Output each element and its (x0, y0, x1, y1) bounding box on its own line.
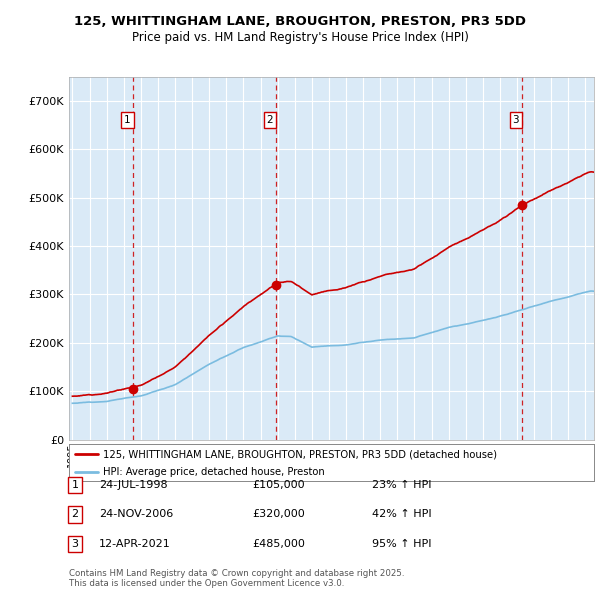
Text: 23% ↑ HPI: 23% ↑ HPI (372, 480, 431, 490)
Text: 12-APR-2021: 12-APR-2021 (99, 539, 171, 549)
Text: 24-JUL-1998: 24-JUL-1998 (99, 480, 167, 490)
Text: 42% ↑ HPI: 42% ↑ HPI (372, 510, 431, 519)
Text: HPI: Average price, detached house, Preston: HPI: Average price, detached house, Pres… (103, 467, 325, 477)
Text: Price paid vs. HM Land Registry's House Price Index (HPI): Price paid vs. HM Land Registry's House … (131, 31, 469, 44)
Text: 2: 2 (266, 115, 273, 125)
Text: 1: 1 (124, 115, 131, 125)
Text: 125, WHITTINGHAM LANE, BROUGHTON, PRESTON, PR3 5DD: 125, WHITTINGHAM LANE, BROUGHTON, PRESTO… (74, 15, 526, 28)
Text: 3: 3 (71, 539, 79, 549)
Text: 1: 1 (71, 480, 79, 490)
Text: 95% ↑ HPI: 95% ↑ HPI (372, 539, 431, 549)
Text: £105,000: £105,000 (252, 480, 305, 490)
Text: £320,000: £320,000 (252, 510, 305, 519)
Text: 125, WHITTINGHAM LANE, BROUGHTON, PRESTON, PR3 5DD (detached house): 125, WHITTINGHAM LANE, BROUGHTON, PRESTO… (103, 449, 497, 459)
Text: 3: 3 (512, 115, 519, 125)
Text: 2: 2 (71, 510, 79, 519)
Text: £485,000: £485,000 (252, 539, 305, 549)
Text: Contains HM Land Registry data © Crown copyright and database right 2025.
This d: Contains HM Land Registry data © Crown c… (69, 569, 404, 588)
Text: 24-NOV-2006: 24-NOV-2006 (99, 510, 173, 519)
